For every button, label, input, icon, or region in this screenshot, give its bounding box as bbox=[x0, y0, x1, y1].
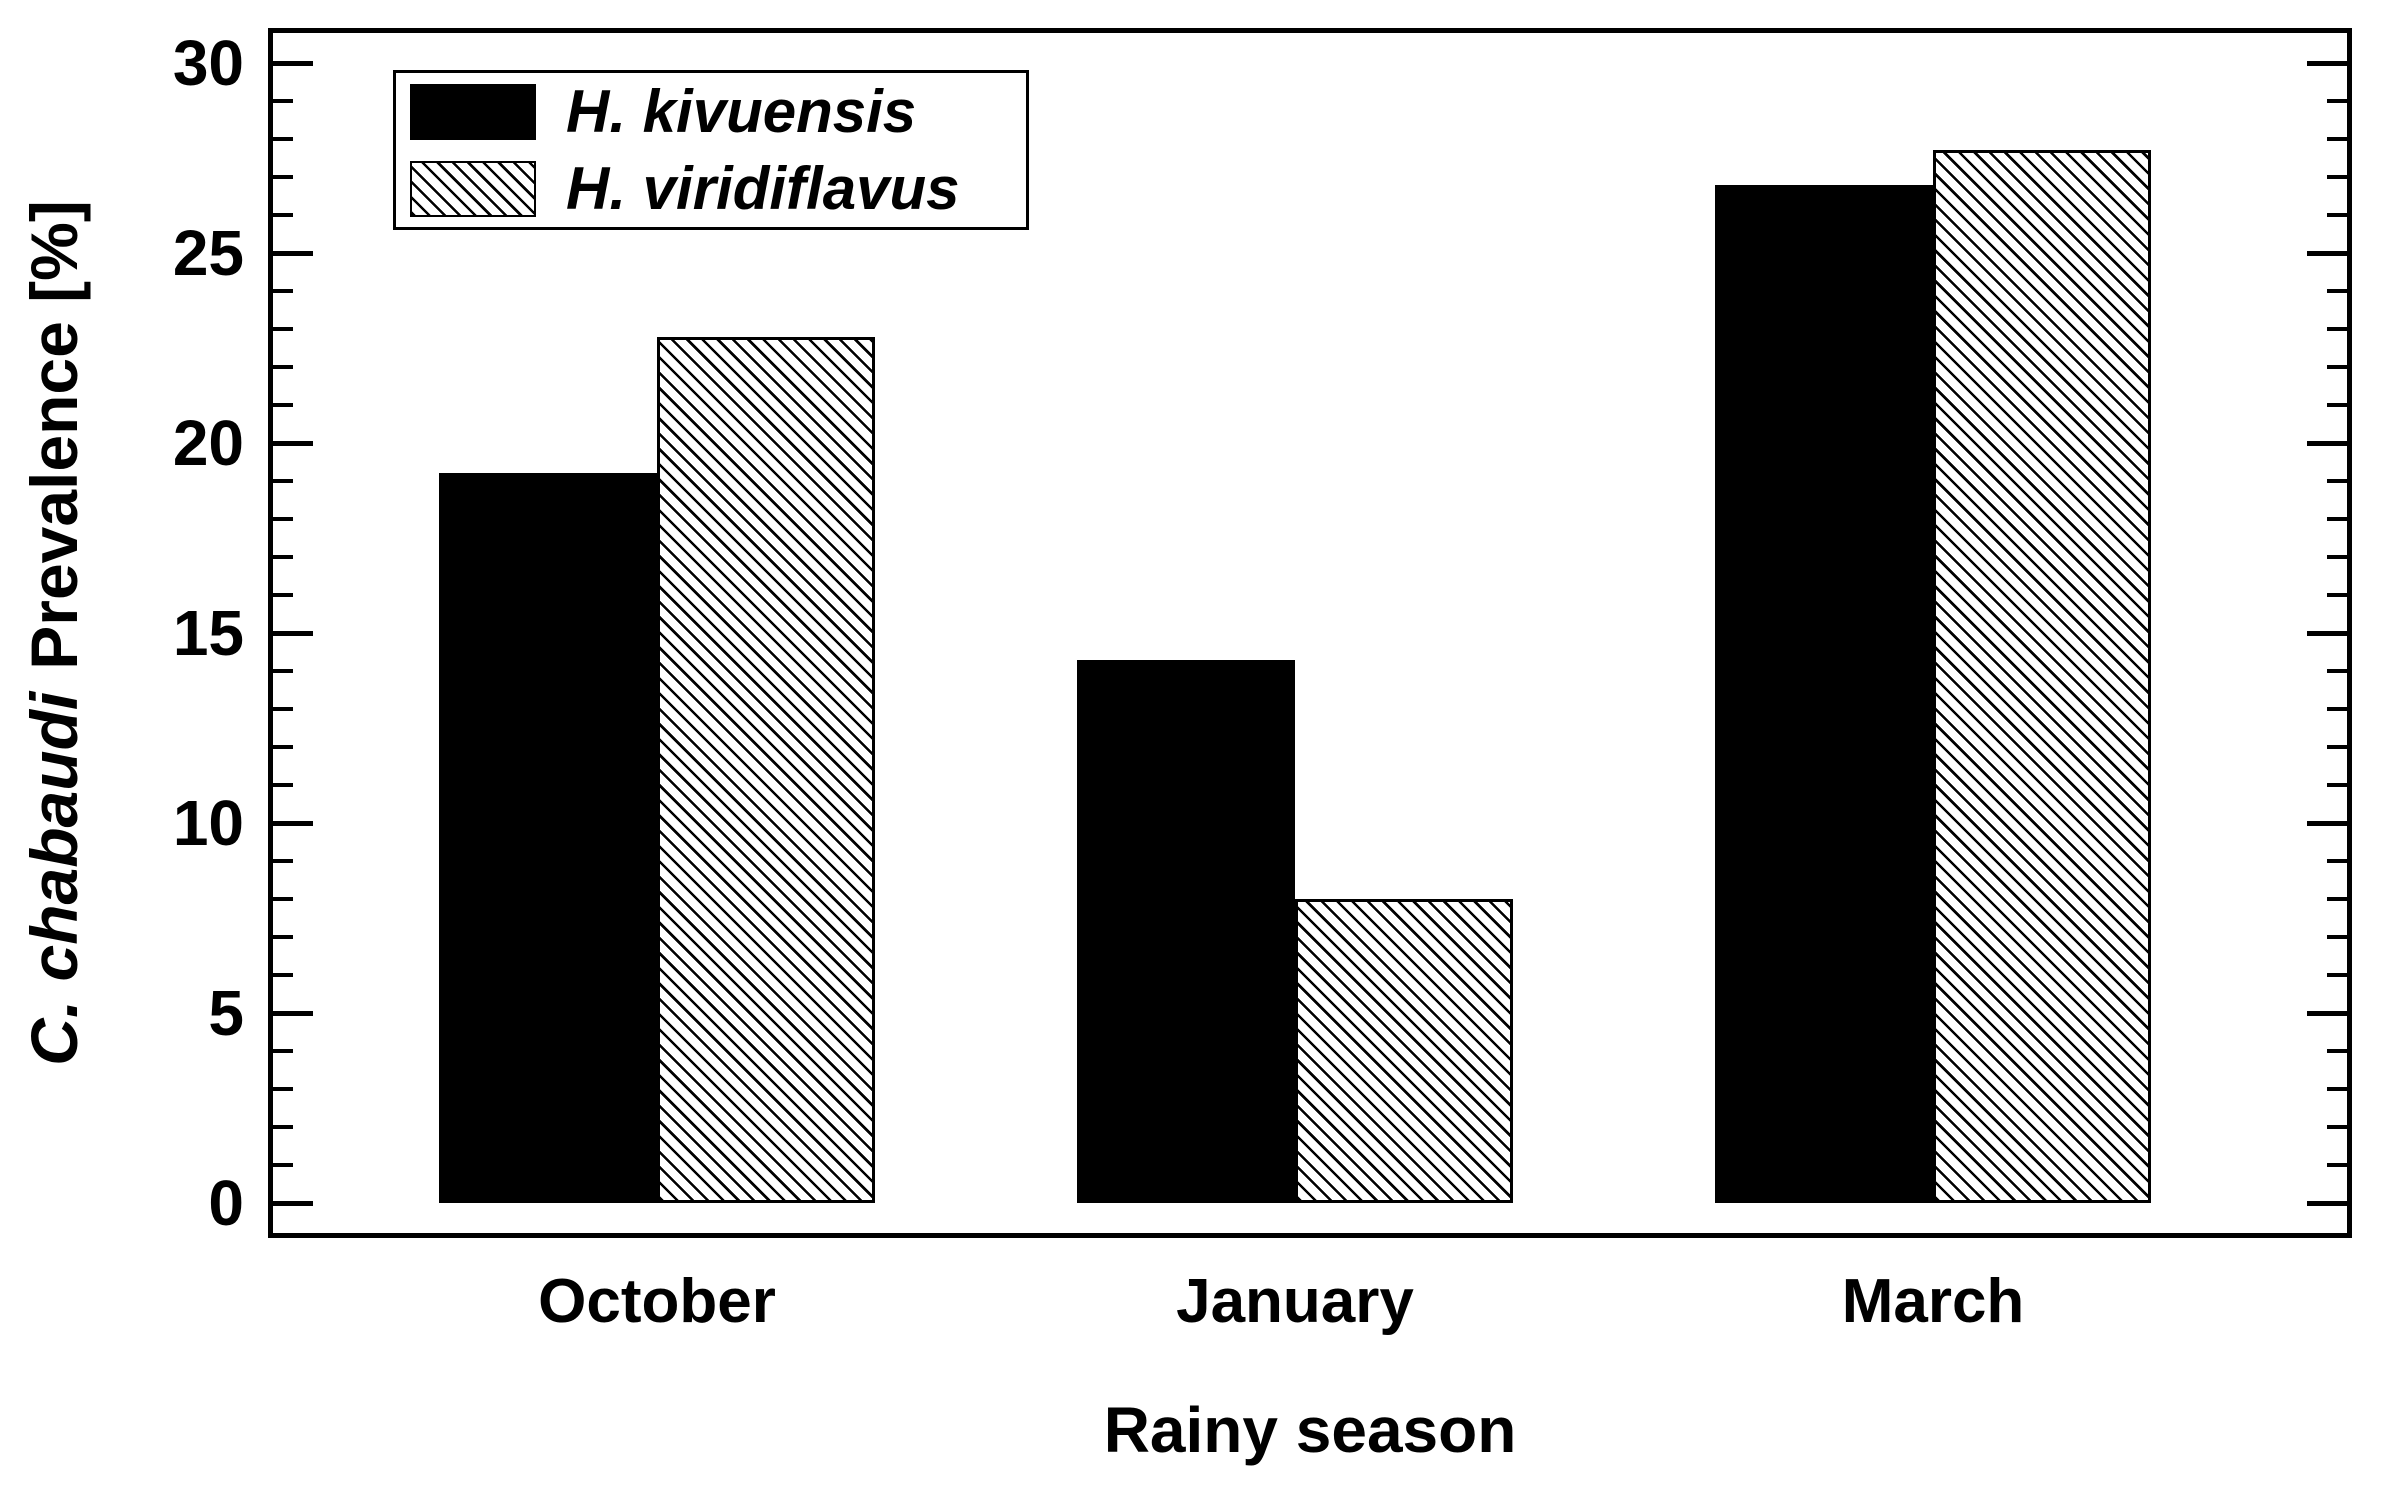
y-minor-tick-right bbox=[2327, 783, 2347, 787]
y-major-tick-left bbox=[273, 1010, 313, 1016]
y-minor-tick-right bbox=[2327, 479, 2347, 483]
y-minor-tick-left bbox=[273, 593, 293, 597]
x-tick-label-january: January bbox=[1176, 1267, 1414, 1336]
y-minor-tick-right bbox=[2327, 1087, 2347, 1091]
y-minor-tick-right bbox=[2327, 289, 2347, 293]
y-major-tick-left bbox=[273, 250, 313, 256]
y-minor-tick-left bbox=[273, 289, 293, 293]
x-tick-label-march: March bbox=[1841, 1267, 2025, 1336]
y-tick-label: 0 bbox=[208, 1167, 244, 1239]
y-minor-tick-right bbox=[2327, 1163, 2347, 1167]
y-minor-tick-right bbox=[2327, 365, 2347, 369]
y-minor-tick-left bbox=[273, 745, 293, 749]
y-major-tick-right bbox=[2307, 820, 2347, 826]
bar-october-viridiflavus bbox=[657, 337, 875, 1203]
legend-swatch-solid-black bbox=[410, 83, 536, 140]
legend-swatch-hatched bbox=[410, 160, 536, 217]
y-minor-tick-right bbox=[2327, 897, 2347, 901]
y-tick-label: 20 bbox=[172, 407, 244, 479]
y-tick-label: 30 bbox=[172, 27, 244, 99]
y-major-tick-right bbox=[2307, 1200, 2347, 1206]
y-minor-tick-left bbox=[273, 1049, 293, 1053]
legend-item-kivuensis: H. kivuensis bbox=[396, 73, 1026, 150]
y-tick-label: 15 bbox=[172, 597, 244, 669]
y-minor-tick-left bbox=[273, 973, 293, 977]
y-minor-tick-left bbox=[273, 1087, 293, 1091]
y-major-tick-right bbox=[2307, 250, 2347, 256]
bar-january-viridiflavus bbox=[1295, 899, 1513, 1203]
y-minor-tick-right bbox=[2327, 1049, 2347, 1053]
y-minor-tick-left bbox=[273, 669, 293, 673]
y-minor-tick-left bbox=[273, 213, 293, 217]
y-minor-tick-right bbox=[2327, 973, 2347, 977]
y-minor-tick-right bbox=[2327, 517, 2347, 521]
y-major-tick-left bbox=[273, 630, 313, 636]
y-minor-tick-left bbox=[273, 137, 293, 141]
y-minor-tick-left bbox=[273, 99, 293, 103]
y-minor-tick-right bbox=[2327, 555, 2347, 559]
legend-label-kivuensis: H. kivuensis bbox=[566, 78, 917, 145]
y-minor-tick-right bbox=[2327, 859, 2347, 863]
y-minor-tick-right bbox=[2327, 175, 2347, 179]
y-minor-tick-left bbox=[273, 783, 293, 787]
y-minor-tick-right bbox=[2327, 707, 2347, 711]
x-axis-title: Rainy season bbox=[1103, 1394, 1517, 1466]
y-major-tick-right bbox=[2307, 440, 2347, 446]
y-minor-tick-left bbox=[273, 897, 293, 901]
y-minor-tick-left bbox=[273, 327, 293, 331]
y-minor-tick-right bbox=[2327, 593, 2347, 597]
y-minor-tick-right bbox=[2327, 935, 2347, 939]
y-minor-tick-left bbox=[273, 403, 293, 407]
y-minor-tick-right bbox=[2327, 669, 2347, 673]
y-minor-tick-left bbox=[273, 175, 293, 179]
y-major-tick-right bbox=[2307, 1010, 2347, 1016]
y-minor-tick-right bbox=[2327, 327, 2347, 331]
y-minor-tick-right bbox=[2327, 137, 2347, 141]
y-major-tick-left bbox=[273, 820, 313, 826]
y-axis-title-species: C. chabaudi bbox=[17, 691, 91, 1066]
y-minor-tick-right bbox=[2327, 745, 2347, 749]
y-axis-title: C. chabaudi Prevalence [%] bbox=[12, 28, 96, 1238]
y-tick-label: 5 bbox=[208, 977, 244, 1049]
y-minor-tick-right bbox=[2327, 403, 2347, 407]
y-tick-label: 25 bbox=[172, 217, 244, 289]
y-minor-tick-right bbox=[2327, 1125, 2347, 1129]
y-tick-label: 10 bbox=[172, 787, 244, 859]
y-minor-tick-right bbox=[2327, 99, 2347, 103]
y-minor-tick-left bbox=[273, 707, 293, 711]
y-major-tick-right bbox=[2307, 60, 2347, 66]
x-tick-label-october: October bbox=[538, 1267, 776, 1336]
bar-march-viridiflavus bbox=[1933, 150, 2151, 1203]
bar-january-kivuensis bbox=[1077, 660, 1295, 1203]
bar-march-kivuensis bbox=[1715, 185, 1933, 1203]
y-major-tick-left bbox=[273, 440, 313, 446]
y-minor-tick-right bbox=[2327, 213, 2347, 217]
y-axis-title-rest: Prevalence [%] bbox=[17, 200, 91, 670]
legend-label-viridiflavus: H. viridiflavus bbox=[566, 155, 960, 222]
y-major-tick-left bbox=[273, 60, 313, 66]
y-major-tick-left bbox=[273, 1200, 313, 1206]
y-minor-tick-left bbox=[273, 555, 293, 559]
y-major-tick-right bbox=[2307, 630, 2347, 636]
y-minor-tick-left bbox=[273, 517, 293, 521]
y-minor-tick-left bbox=[273, 479, 293, 483]
y-minor-tick-left bbox=[273, 1163, 293, 1167]
y-minor-tick-left bbox=[273, 365, 293, 369]
legend: H. kivuensis H. viridiflavus bbox=[393, 70, 1029, 230]
y-minor-tick-left bbox=[273, 1125, 293, 1129]
y-minor-tick-left bbox=[273, 935, 293, 939]
legend-item-viridiflavus: H. viridiflavus bbox=[396, 150, 1026, 227]
y-minor-tick-left bbox=[273, 859, 293, 863]
bar-october-kivuensis bbox=[439, 473, 657, 1203]
